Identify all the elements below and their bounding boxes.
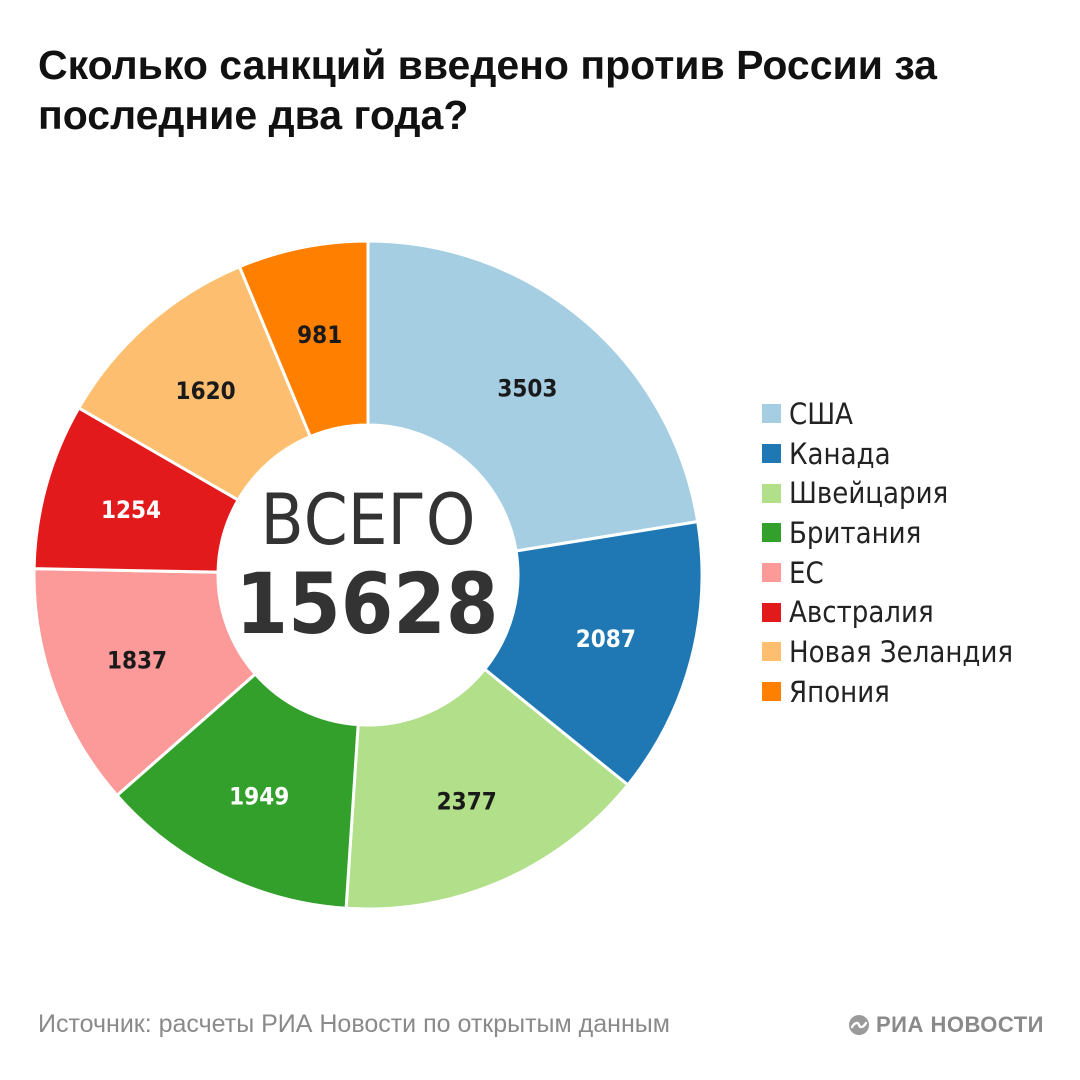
center-total: 15628 [236, 555, 499, 653]
slice-value-label: 2087 [576, 625, 636, 653]
legend-swatch [762, 523, 781, 543]
legend-label: Канада [789, 436, 891, 471]
slice-2 [482, 519, 704, 788]
source-note: Источник: расчеты РИА Новости по открыты… [38, 1010, 670, 1038]
legend-swatch [762, 444, 781, 464]
legend-item: Британия [762, 513, 1013, 553]
slice-value-label: 2377 [437, 787, 497, 815]
slice-labels: 3503 2087 2377 1949 1837 1254 1620 981 [101, 321, 636, 816]
center-label: ВСЕГО [261, 479, 476, 561]
legend-swatch [762, 682, 781, 702]
legend-item: США [762, 394, 1013, 434]
ria-logo-icon [848, 1015, 869, 1035]
legend-label: Япония [789, 674, 890, 709]
slice-value-label: 1837 [107, 647, 167, 675]
legend-item: Япония [762, 672, 1013, 712]
legend-item: Канада [762, 434, 1013, 474]
legend-label: ЕС [789, 555, 824, 590]
slice-5 [32, 567, 258, 798]
legend-label: Британия [789, 515, 922, 550]
legend-swatch [762, 404, 781, 424]
chart-legend: США Канада Швейцария Британия ЕС Австралия Нов… [762, 394, 1013, 712]
legend-label: США [789, 396, 853, 431]
legend-item: Швейцария [762, 473, 1013, 513]
legend-swatch [762, 602, 781, 622]
legend-item: Австралия [762, 592, 1013, 632]
slice-7 [76, 264, 313, 503]
slice-1 [366, 239, 700, 553]
slice-value-label: 1254 [101, 496, 161, 524]
legend-swatch [762, 483, 781, 503]
slice-value-label: 1620 [176, 377, 236, 405]
brand-name: РИА НОВОСТИ [875, 1012, 1044, 1037]
legend-label: Швейцария [789, 476, 949, 511]
slice-8 [237, 239, 370, 439]
legend-item: Новая Зеландия [762, 632, 1013, 672]
slice-3 [344, 667, 630, 911]
slice-4 [114, 671, 360, 910]
donut-slices [32, 239, 704, 911]
slice-value-label: 1949 [229, 783, 289, 811]
legend-label: Австралия [789, 595, 934, 630]
brand-logo: РИА НОВОСТИ [848, 1012, 1044, 1038]
legend-label: Новая Зеландия [789, 634, 1014, 669]
chart-title: Сколько санкций введено против России за… [38, 42, 937, 138]
slice-value-label: 981 [297, 321, 342, 349]
legend-item: ЕС [762, 553, 1013, 593]
slice-value-label: 3503 [497, 375, 557, 403]
legend-swatch [762, 563, 781, 583]
legend-swatch [762, 642, 781, 662]
